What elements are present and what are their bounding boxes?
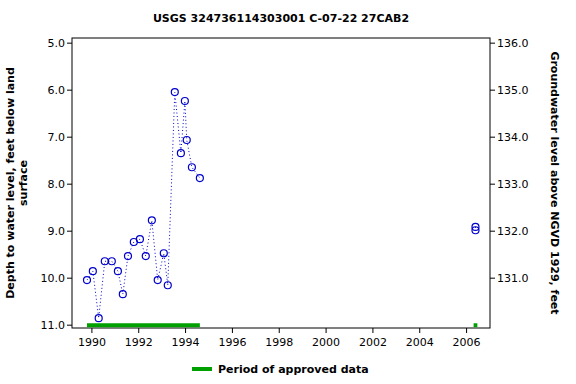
data-point (177, 150, 184, 157)
y-tick (67, 278, 72, 279)
data-point (89, 268, 96, 275)
y-tick-label: 8.0 (48, 178, 66, 191)
data-point (171, 89, 178, 96)
data-point (119, 291, 126, 298)
x-tick-label: 1992 (125, 336, 153, 349)
data-point (188, 164, 195, 171)
y2-tick-label: 136.0 (497, 37, 529, 50)
approved-period-line (87, 323, 477, 327)
background (0, 0, 576, 384)
x-tick (419, 328, 420, 333)
y2-tick-label: 133.0 (497, 178, 529, 191)
data-point (154, 277, 161, 284)
x-tick (185, 328, 186, 333)
y-tick-label: 5.0 (48, 37, 66, 50)
data-point (124, 253, 131, 260)
y2-axis-label: Groundwater level above NGVD 1929, feet (548, 51, 561, 314)
legend-swatch (192, 367, 212, 371)
y-tick (67, 325, 72, 326)
data-point (160, 250, 167, 257)
y-tick (67, 184, 72, 185)
x-tick (466, 328, 467, 333)
y2-tick (490, 90, 495, 91)
data-point (183, 136, 190, 143)
plot-frame (72, 38, 490, 328)
x-tick (326, 328, 327, 333)
y-tick-label: 10.0 (41, 272, 66, 285)
y2-tick-label: 132.0 (497, 225, 529, 238)
data-point (148, 217, 155, 224)
data-point (83, 277, 90, 284)
data-point (114, 268, 121, 275)
y2-tick (490, 137, 495, 138)
data-point (108, 258, 115, 265)
series-line (87, 92, 475, 318)
y2-tick (490, 278, 495, 279)
x-tick-label: 1994 (172, 336, 200, 349)
x-tick (138, 328, 139, 333)
y-tick-label: 11.0 (41, 319, 66, 332)
data-point (164, 282, 171, 289)
y-axis-label: surface (17, 160, 30, 206)
x-tick (372, 328, 373, 333)
y2-tick (490, 43, 495, 44)
x-tick-label: 1990 (78, 336, 106, 349)
x-tick-label: 1996 (218, 336, 246, 349)
x-tick-label: 2002 (359, 336, 387, 349)
plot-area (83, 89, 478, 326)
x-tick (91, 328, 92, 333)
y2-tick (490, 184, 495, 185)
y2-tick-label: 131.0 (497, 272, 529, 285)
chart: USGS 324736114303001 C-07-22 27CAB2 1990 1… (0, 0, 576, 384)
title: USGS 324736114303001 C-07-22 27CAB2 (153, 12, 409, 25)
x-tick-label: 2006 (453, 336, 481, 349)
data-point (472, 227, 479, 234)
data-point (142, 253, 149, 260)
data-point (101, 258, 108, 265)
x-tick-label: 2000 (312, 336, 340, 349)
data-point (95, 315, 102, 322)
x-tick-label: 2004 (406, 336, 434, 349)
x-tick (232, 328, 233, 333)
x-tick-label: 1998 (265, 336, 293, 349)
data-point (136, 236, 143, 243)
y2-tick-label: 134.0 (497, 131, 529, 144)
y-tick (67, 137, 72, 138)
y-tick (67, 43, 72, 44)
y-axis-label: Depth to water level, feet below land (4, 67, 17, 299)
x-tick (279, 328, 280, 333)
legend-label: Period of approved data (218, 363, 369, 376)
y2-tick-label: 135.0 (497, 84, 529, 97)
y-tick (67, 231, 72, 232)
y-tick-label: 9.0 (48, 225, 66, 238)
y-tick-label: 7.0 (48, 131, 66, 144)
y2-tick (490, 231, 495, 232)
data-point (181, 97, 188, 104)
y-tick-label: 6.0 (48, 84, 66, 97)
y-tick (67, 90, 72, 91)
data-point (196, 175, 203, 182)
